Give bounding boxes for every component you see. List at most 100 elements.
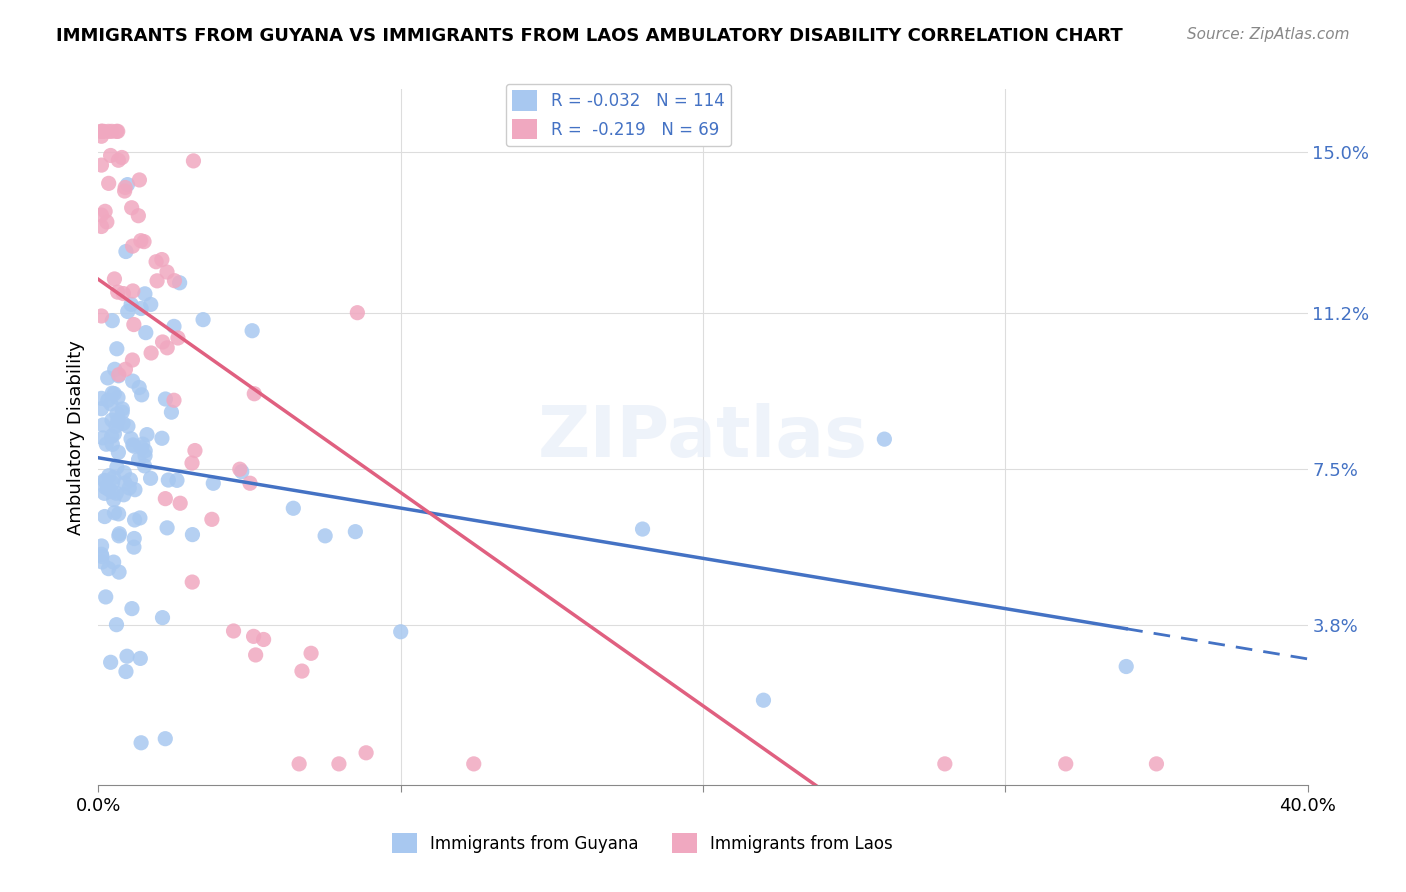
Point <box>231 465 253 479</box>
Point <box>103 272 125 286</box>
Point <box>97 393 120 408</box>
Point <box>152 334 174 349</box>
Point <box>90 539 112 553</box>
Point <box>114 184 136 198</box>
Point <box>94 590 117 604</box>
Point <box>120 297 142 311</box>
Point <box>103 426 125 441</box>
Point <box>93 124 115 138</box>
Point <box>122 439 145 453</box>
Point <box>96 215 118 229</box>
Point <box>91 124 114 138</box>
Point <box>1144 756 1167 771</box>
Point <box>245 648 267 662</box>
Point <box>873 432 896 446</box>
Point <box>181 456 204 470</box>
Point <box>150 252 173 267</box>
Point <box>114 180 136 194</box>
Point <box>288 756 311 771</box>
Point <box>104 362 127 376</box>
Point <box>1054 756 1077 771</box>
Point <box>135 326 157 340</box>
Point <box>181 575 204 590</box>
Point <box>631 522 654 536</box>
Point <box>90 124 112 138</box>
Point <box>299 646 322 660</box>
Point <box>131 388 153 402</box>
Point <box>115 244 138 259</box>
Point <box>328 756 350 771</box>
Point <box>94 204 117 219</box>
Point <box>146 274 169 288</box>
Point <box>354 746 377 760</box>
Point <box>129 234 152 248</box>
Point <box>122 318 145 332</box>
Point <box>129 736 152 750</box>
Point <box>136 427 159 442</box>
Point <box>346 306 368 320</box>
Point <box>121 374 143 388</box>
Point <box>90 309 112 323</box>
Point <box>97 561 120 575</box>
Point <box>91 417 114 432</box>
Point <box>121 284 143 298</box>
Point <box>134 286 156 301</box>
Legend: Immigrants from Guyana, Immigrants from Laos: Immigrants from Guyana, Immigrants from … <box>385 827 900 860</box>
Point <box>124 513 146 527</box>
Point <box>155 731 177 746</box>
Point <box>112 466 135 480</box>
Point <box>160 405 183 419</box>
Point <box>90 129 112 144</box>
Point <box>291 664 314 678</box>
Point <box>93 486 115 500</box>
Point <box>107 368 129 383</box>
Point <box>155 392 177 406</box>
Point <box>121 438 143 452</box>
Point <box>389 624 412 639</box>
Point <box>111 405 134 419</box>
Point <box>101 124 124 138</box>
Point <box>201 512 224 526</box>
Point <box>132 235 155 249</box>
Point <box>112 286 135 301</box>
Point <box>108 565 131 579</box>
Point <box>163 319 186 334</box>
Point <box>121 601 143 615</box>
Point <box>108 529 131 543</box>
Point <box>134 443 156 458</box>
Point <box>202 476 225 491</box>
Point <box>121 201 143 215</box>
Point <box>129 511 152 525</box>
Point <box>152 610 174 624</box>
Point <box>105 418 128 433</box>
Point <box>101 386 124 401</box>
Point <box>101 437 124 451</box>
Point <box>118 481 141 495</box>
Point <box>101 313 124 327</box>
Point <box>934 756 956 771</box>
Point <box>107 124 129 138</box>
Point <box>100 484 122 499</box>
Point <box>97 177 120 191</box>
Point <box>100 655 122 669</box>
Point <box>131 437 153 451</box>
Point <box>344 524 367 539</box>
Point <box>107 414 129 428</box>
Point <box>108 368 131 382</box>
Point <box>111 151 134 165</box>
Point <box>156 265 179 279</box>
Point <box>90 401 112 416</box>
Point <box>107 445 129 459</box>
Point <box>134 458 156 473</box>
Point <box>139 471 162 485</box>
Point <box>124 483 146 497</box>
Point <box>96 437 118 451</box>
Point <box>283 501 305 516</box>
Point <box>239 476 262 491</box>
Point <box>97 482 120 496</box>
Point <box>169 496 191 510</box>
Point <box>163 393 186 408</box>
Point <box>103 470 125 484</box>
Text: Source: ZipAtlas.com: Source: ZipAtlas.com <box>1187 27 1350 42</box>
Point <box>156 521 179 535</box>
